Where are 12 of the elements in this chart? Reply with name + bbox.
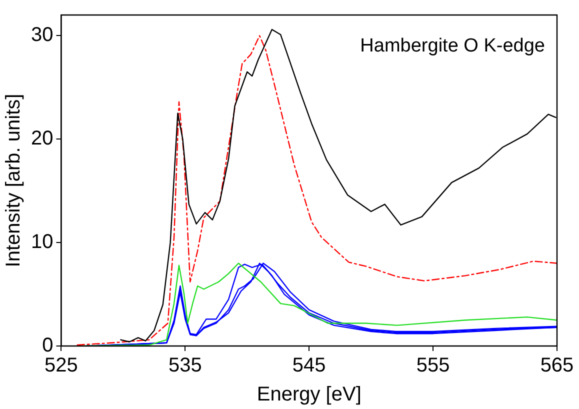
y-tick-label: 0 — [42, 334, 54, 357]
annotation: Hambergite O K-edge — [360, 36, 545, 57]
x-tick-label: 535 — [168, 354, 202, 377]
x-tick-label: 565 — [540, 354, 574, 377]
y-tick-label: 20 — [30, 128, 54, 150]
y-tick-label: 10 — [30, 231, 54, 254]
y-tick-label: 30 — [30, 24, 54, 46]
y-axis-title: Intensity [arb. units] — [2, 94, 25, 268]
x-tick-label: 555 — [416, 354, 450, 377]
x-axis-title: Energy [eV] — [256, 384, 362, 406]
x-tick-label: 525 — [44, 354, 78, 377]
x-tick-label: 545 — [292, 354, 326, 377]
